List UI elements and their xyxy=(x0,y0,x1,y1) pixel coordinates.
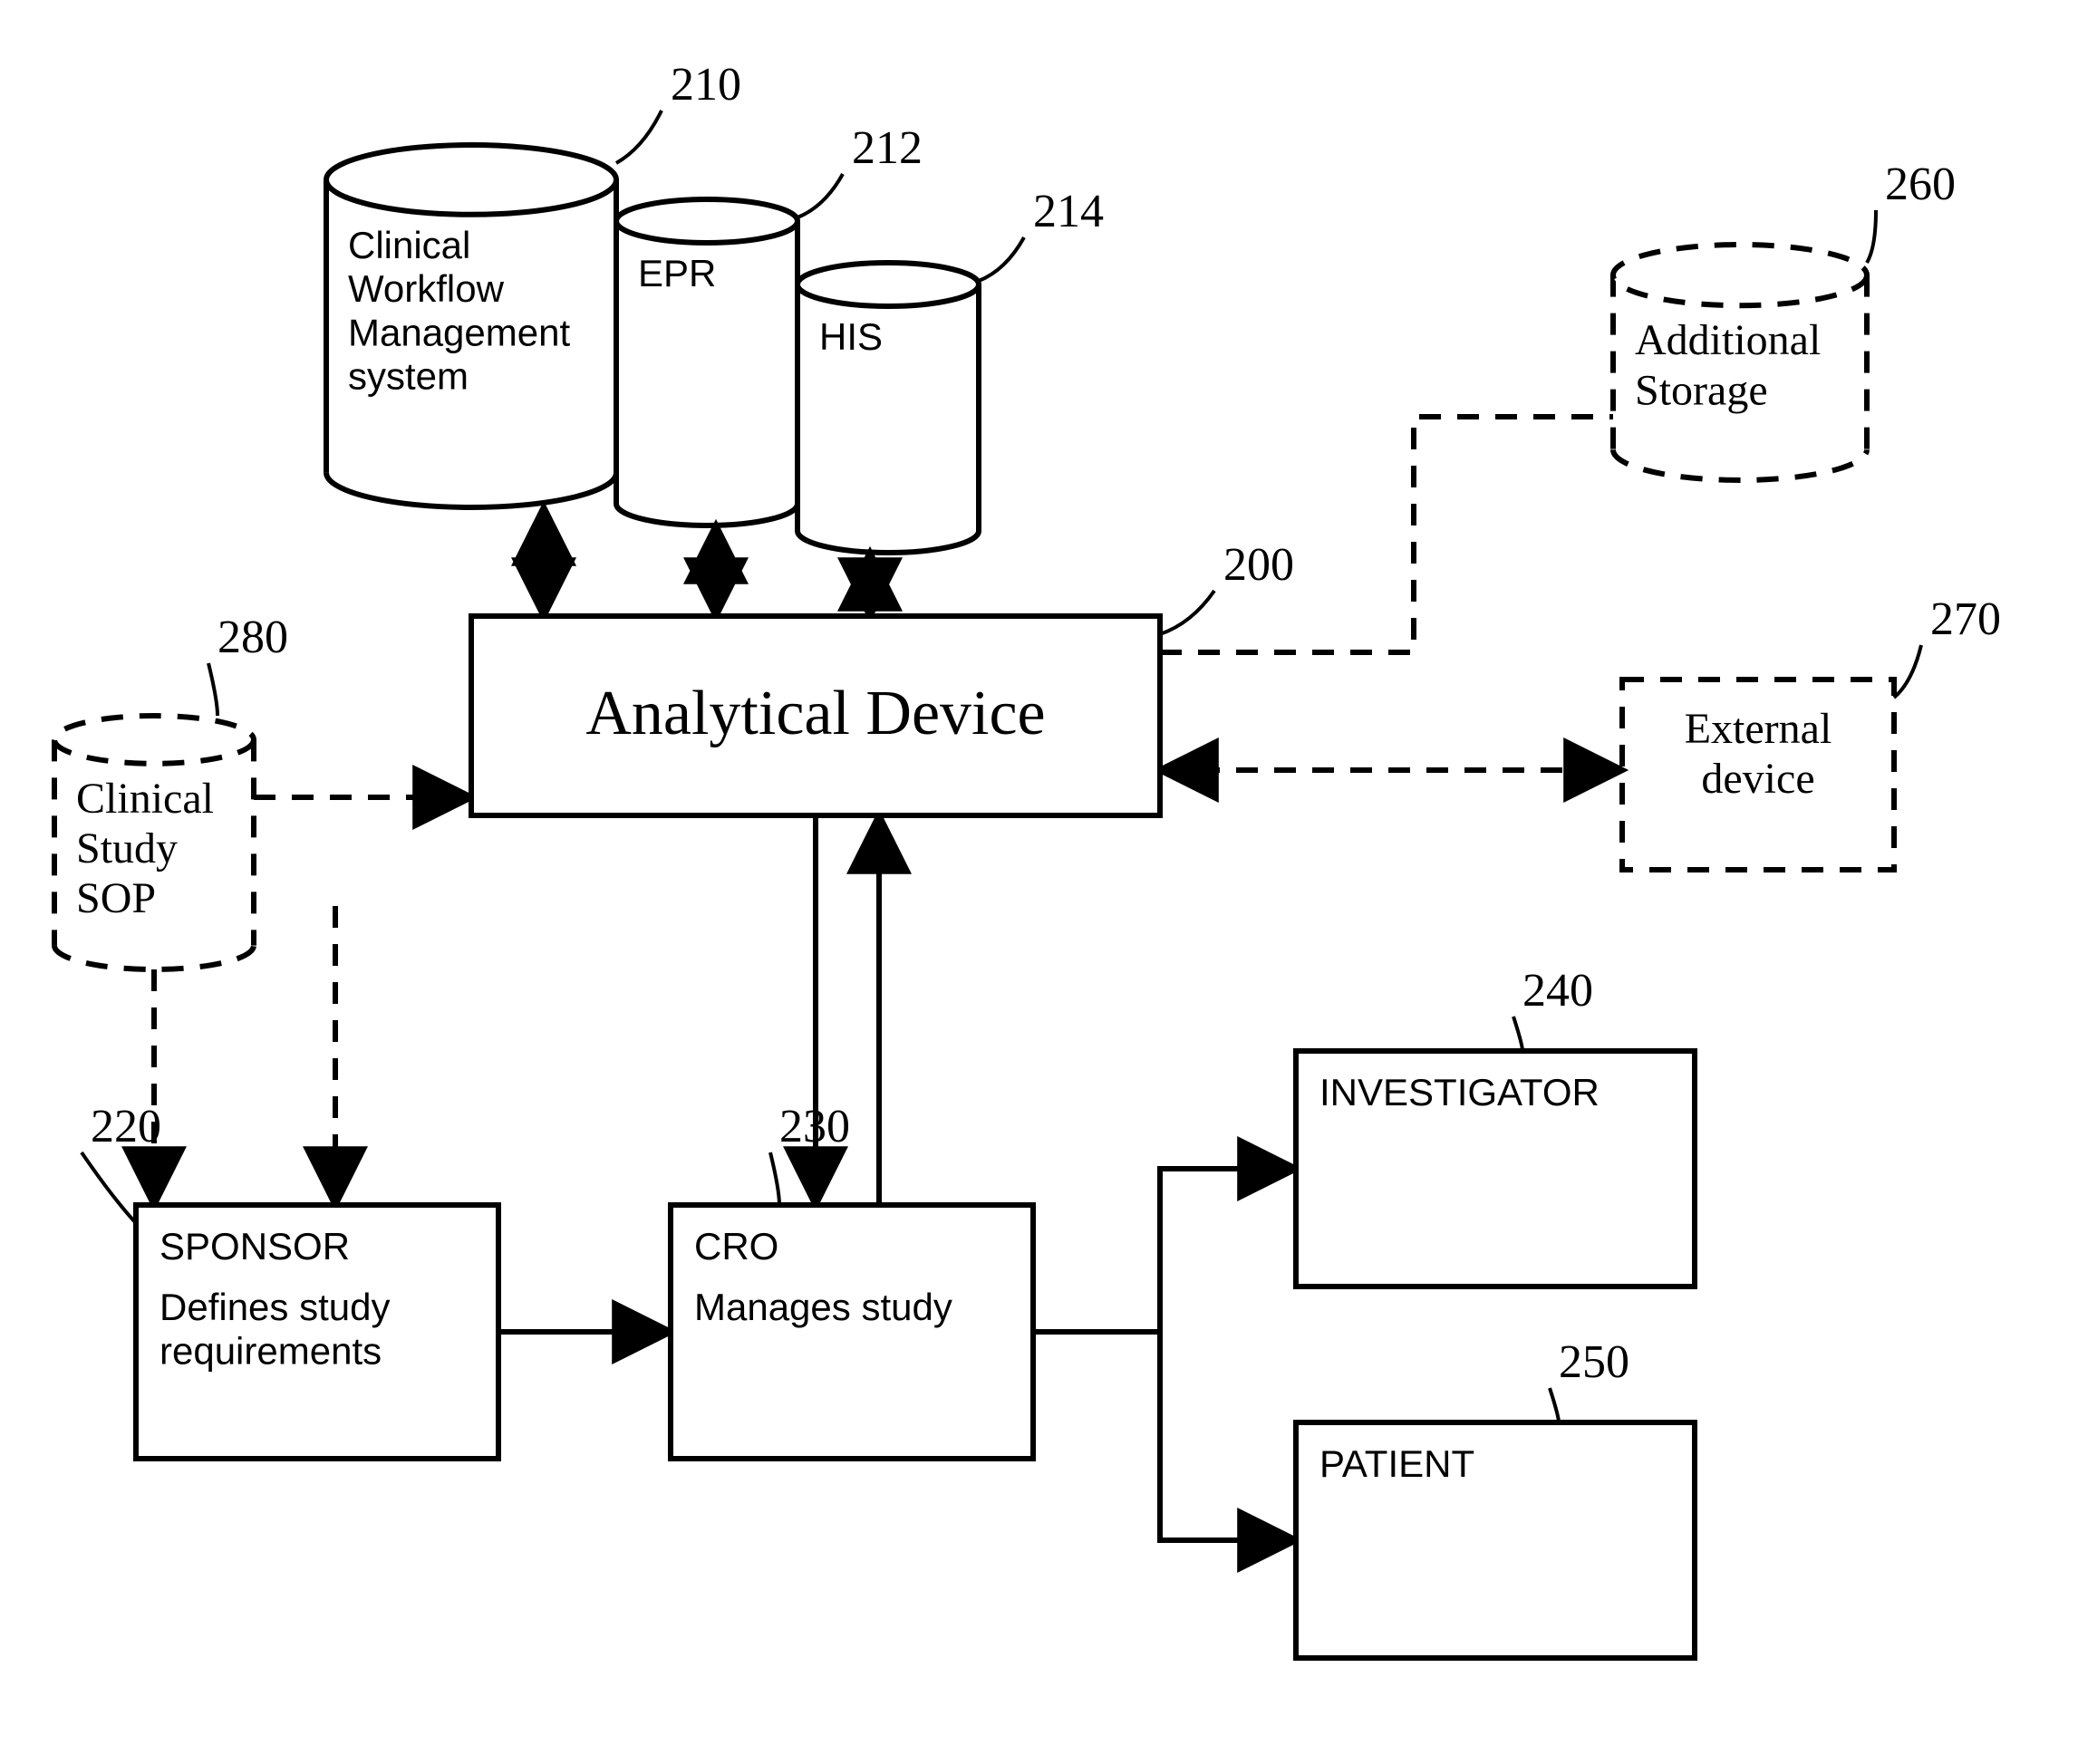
his-ref: 214 xyxy=(1033,186,1104,237)
sponsor-node: SPONSOR Defines studyrequirements xyxy=(136,1205,498,1459)
analytical-node: Analytical Device xyxy=(471,616,1160,815)
investigator-title: INVESTIGATOR xyxy=(1319,1071,1600,1113)
storage-ref: 260 xyxy=(1885,159,1956,210)
extdev-label: Externaldevice xyxy=(1685,705,1832,803)
cwm-ref: 210 xyxy=(671,59,741,111)
extdev-ref: 270 xyxy=(1930,593,2001,645)
investigator-node: INVESTIGATOR xyxy=(1296,1051,1695,1287)
cwm-label: ClinicalWorkflowManagementsystem xyxy=(348,224,570,398)
his-label: HIS xyxy=(819,315,883,358)
edge-7 xyxy=(1033,1332,1296,1540)
cro-subtitle: Manages study xyxy=(694,1286,952,1328)
cwm-node: ClinicalWorkflowManagementsystem xyxy=(326,145,616,507)
sop-node: ClinicalStudySOP xyxy=(54,716,254,969)
sponsor-subtitle: Defines studyrequirements xyxy=(159,1286,390,1372)
epr-label: EPR xyxy=(638,252,716,294)
patient-ref: 250 xyxy=(1559,1336,1629,1388)
storage-label: AdditionalStorage xyxy=(1635,316,1821,414)
epr-ref: 212 xyxy=(852,122,923,174)
extdev-node: Externaldevice xyxy=(1622,680,1894,870)
analytical-ref: 200 xyxy=(1223,539,1294,591)
patient-title: PATIENT xyxy=(1319,1442,1474,1485)
edge-11 xyxy=(1160,417,1613,652)
cro-title: CRO xyxy=(694,1225,778,1268)
sponsor-ref: 220 xyxy=(91,1101,161,1152)
sop-label: ClinicalStudySOP xyxy=(76,775,214,922)
analytical-label: Analytical Device xyxy=(585,679,1045,748)
storage-node: AdditionalStorage xyxy=(1613,245,1867,480)
his-node: HIS xyxy=(797,263,979,553)
investigator-ref: 240 xyxy=(1522,965,1593,1017)
epr-node: EPR xyxy=(616,199,797,525)
edge-6 xyxy=(1033,1169,1296,1332)
diagram-canvas: ClinicalWorkflowManagementsystem EPR HIS An… xyxy=(0,0,2078,1764)
sponsor-title: SPONSOR xyxy=(159,1225,350,1268)
sop-ref: 280 xyxy=(217,612,288,663)
cro-node: CRO Manages study xyxy=(671,1205,1033,1459)
cro-ref: 230 xyxy=(779,1101,850,1152)
patient-node: PATIENT xyxy=(1296,1422,1695,1658)
